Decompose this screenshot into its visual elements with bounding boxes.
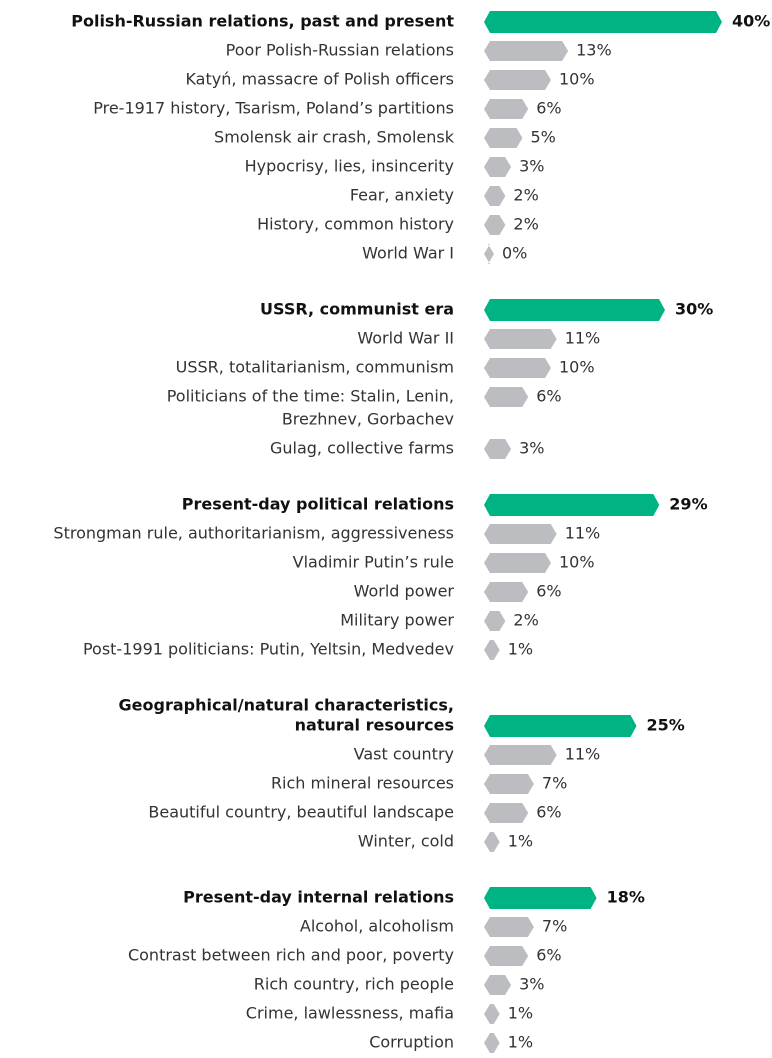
bar — [484, 832, 500, 852]
category-label: Gulag, collective farms — [270, 439, 454, 458]
bar — [484, 611, 506, 631]
category-label: Katyń, massacre of Polish officers — [185, 70, 454, 89]
value-label: 6% — [536, 946, 561, 965]
value-label: 7% — [542, 774, 567, 793]
value-label: 6% — [536, 387, 561, 406]
category-label: USSR, totalitarianism, communism — [176, 358, 454, 377]
bar — [484, 70, 551, 90]
value-label: 11% — [565, 524, 601, 543]
category-label: World War I — [362, 244, 454, 263]
bar — [484, 774, 534, 794]
group-value-label: 30% — [675, 300, 713, 319]
value-label: 11% — [565, 745, 601, 764]
bar — [484, 1004, 500, 1024]
bar — [484, 157, 512, 177]
category-label: Hypocrisy, lies, insincerity — [245, 157, 454, 176]
bar — [484, 439, 512, 459]
group-bar — [484, 299, 665, 321]
value-label: 5% — [531, 128, 556, 147]
value-label: 13% — [576, 41, 612, 60]
category-label: Beautiful country, beautiful landscape — [148, 803, 454, 822]
bar — [484, 41, 569, 61]
value-label: 6% — [536, 582, 561, 601]
value-label: 0% — [502, 244, 527, 263]
category-label: Vast country — [354, 745, 454, 764]
bar — [484, 946, 529, 966]
category-label: World power — [354, 582, 455, 601]
category-label: World War II — [357, 329, 454, 348]
group-label: natural resources — [295, 716, 454, 735]
bar — [484, 553, 551, 573]
bar — [484, 524, 557, 544]
category-label: Fear, anxiety — [350, 186, 454, 205]
bar — [484, 975, 512, 995]
value-label: 1% — [508, 1033, 533, 1052]
value-label: 2% — [513, 611, 538, 630]
value-label: 10% — [559, 70, 595, 89]
group-value-label: 25% — [647, 716, 685, 735]
group-value-label: 40% — [732, 12, 770, 31]
bar — [484, 358, 551, 378]
bar — [484, 128, 523, 148]
value-label: 10% — [559, 553, 595, 572]
value-label: 6% — [536, 99, 561, 118]
category-label: Winter, cold — [358, 832, 454, 851]
value-label: 3% — [519, 439, 544, 458]
group-bar — [484, 715, 637, 737]
bar — [484, 387, 529, 407]
bar — [484, 803, 529, 823]
group-label: Present-day internal relations — [183, 888, 454, 907]
category-label: Alcohol, alcoholism — [300, 917, 454, 936]
group-value-label: 18% — [607, 888, 645, 907]
value-label: 6% — [536, 803, 561, 822]
bar — [484, 582, 529, 602]
value-label: 2% — [513, 215, 538, 234]
group-label: Present-day political relations — [182, 495, 454, 514]
category-label: Corruption — [369, 1033, 454, 1052]
category-label: Vladimir Putin’s rule — [293, 553, 454, 572]
value-label: 11% — [565, 329, 601, 348]
value-label: 1% — [508, 1004, 533, 1023]
bar — [484, 329, 557, 349]
bar — [484, 99, 529, 119]
bar — [484, 1033, 500, 1053]
group-bar — [484, 887, 597, 909]
category-label: Strongman rule, authoritarianism, aggres… — [53, 524, 454, 543]
category-label: Military power — [340, 611, 454, 630]
bar — [484, 186, 506, 206]
group-label: Polish-Russian relations, past and prese… — [71, 12, 454, 31]
group-label: Geographical/natural characteristics, — [119, 696, 454, 715]
category-label: Politicians of the time: Stalin, Lenin, — [167, 387, 454, 406]
value-label: 2% — [513, 186, 538, 205]
value-label: 3% — [519, 975, 544, 994]
bar — [484, 917, 534, 937]
category-label: Poor Polish-Russian relations — [226, 41, 454, 60]
group-value-label: 29% — [669, 495, 707, 514]
value-label: 1% — [508, 832, 533, 851]
bar — [484, 640, 500, 660]
category-label: Rich country, rich people — [254, 975, 454, 994]
group-bar — [484, 494, 660, 516]
group-bar — [484, 11, 722, 33]
value-label: 7% — [542, 917, 567, 936]
value-label: 10% — [559, 358, 595, 377]
category-label: History, common history — [257, 215, 454, 234]
category-label: Pre-1917 history, Tsarism, Poland’s part… — [93, 99, 454, 118]
group-label: USSR, communist era — [260, 300, 454, 319]
category-label: Crime, lawlessness, mafia — [246, 1004, 454, 1023]
category-label: Contrast between rich and poor, poverty — [128, 946, 454, 965]
bar — [484, 215, 506, 235]
value-label: 1% — [508, 640, 533, 659]
value-label: 3% — [519, 157, 544, 176]
bar — [484, 745, 557, 765]
category-label: Rich mineral resources — [271, 774, 454, 793]
category-label: Smolensk air crash, Smolensk — [214, 128, 455, 147]
category-label: Brezhnev, Gorbachev — [282, 410, 454, 429]
category-label: Post-1991 politicians: Putin, Yeltsin, M… — [83, 640, 454, 659]
bar — [484, 244, 494, 264]
